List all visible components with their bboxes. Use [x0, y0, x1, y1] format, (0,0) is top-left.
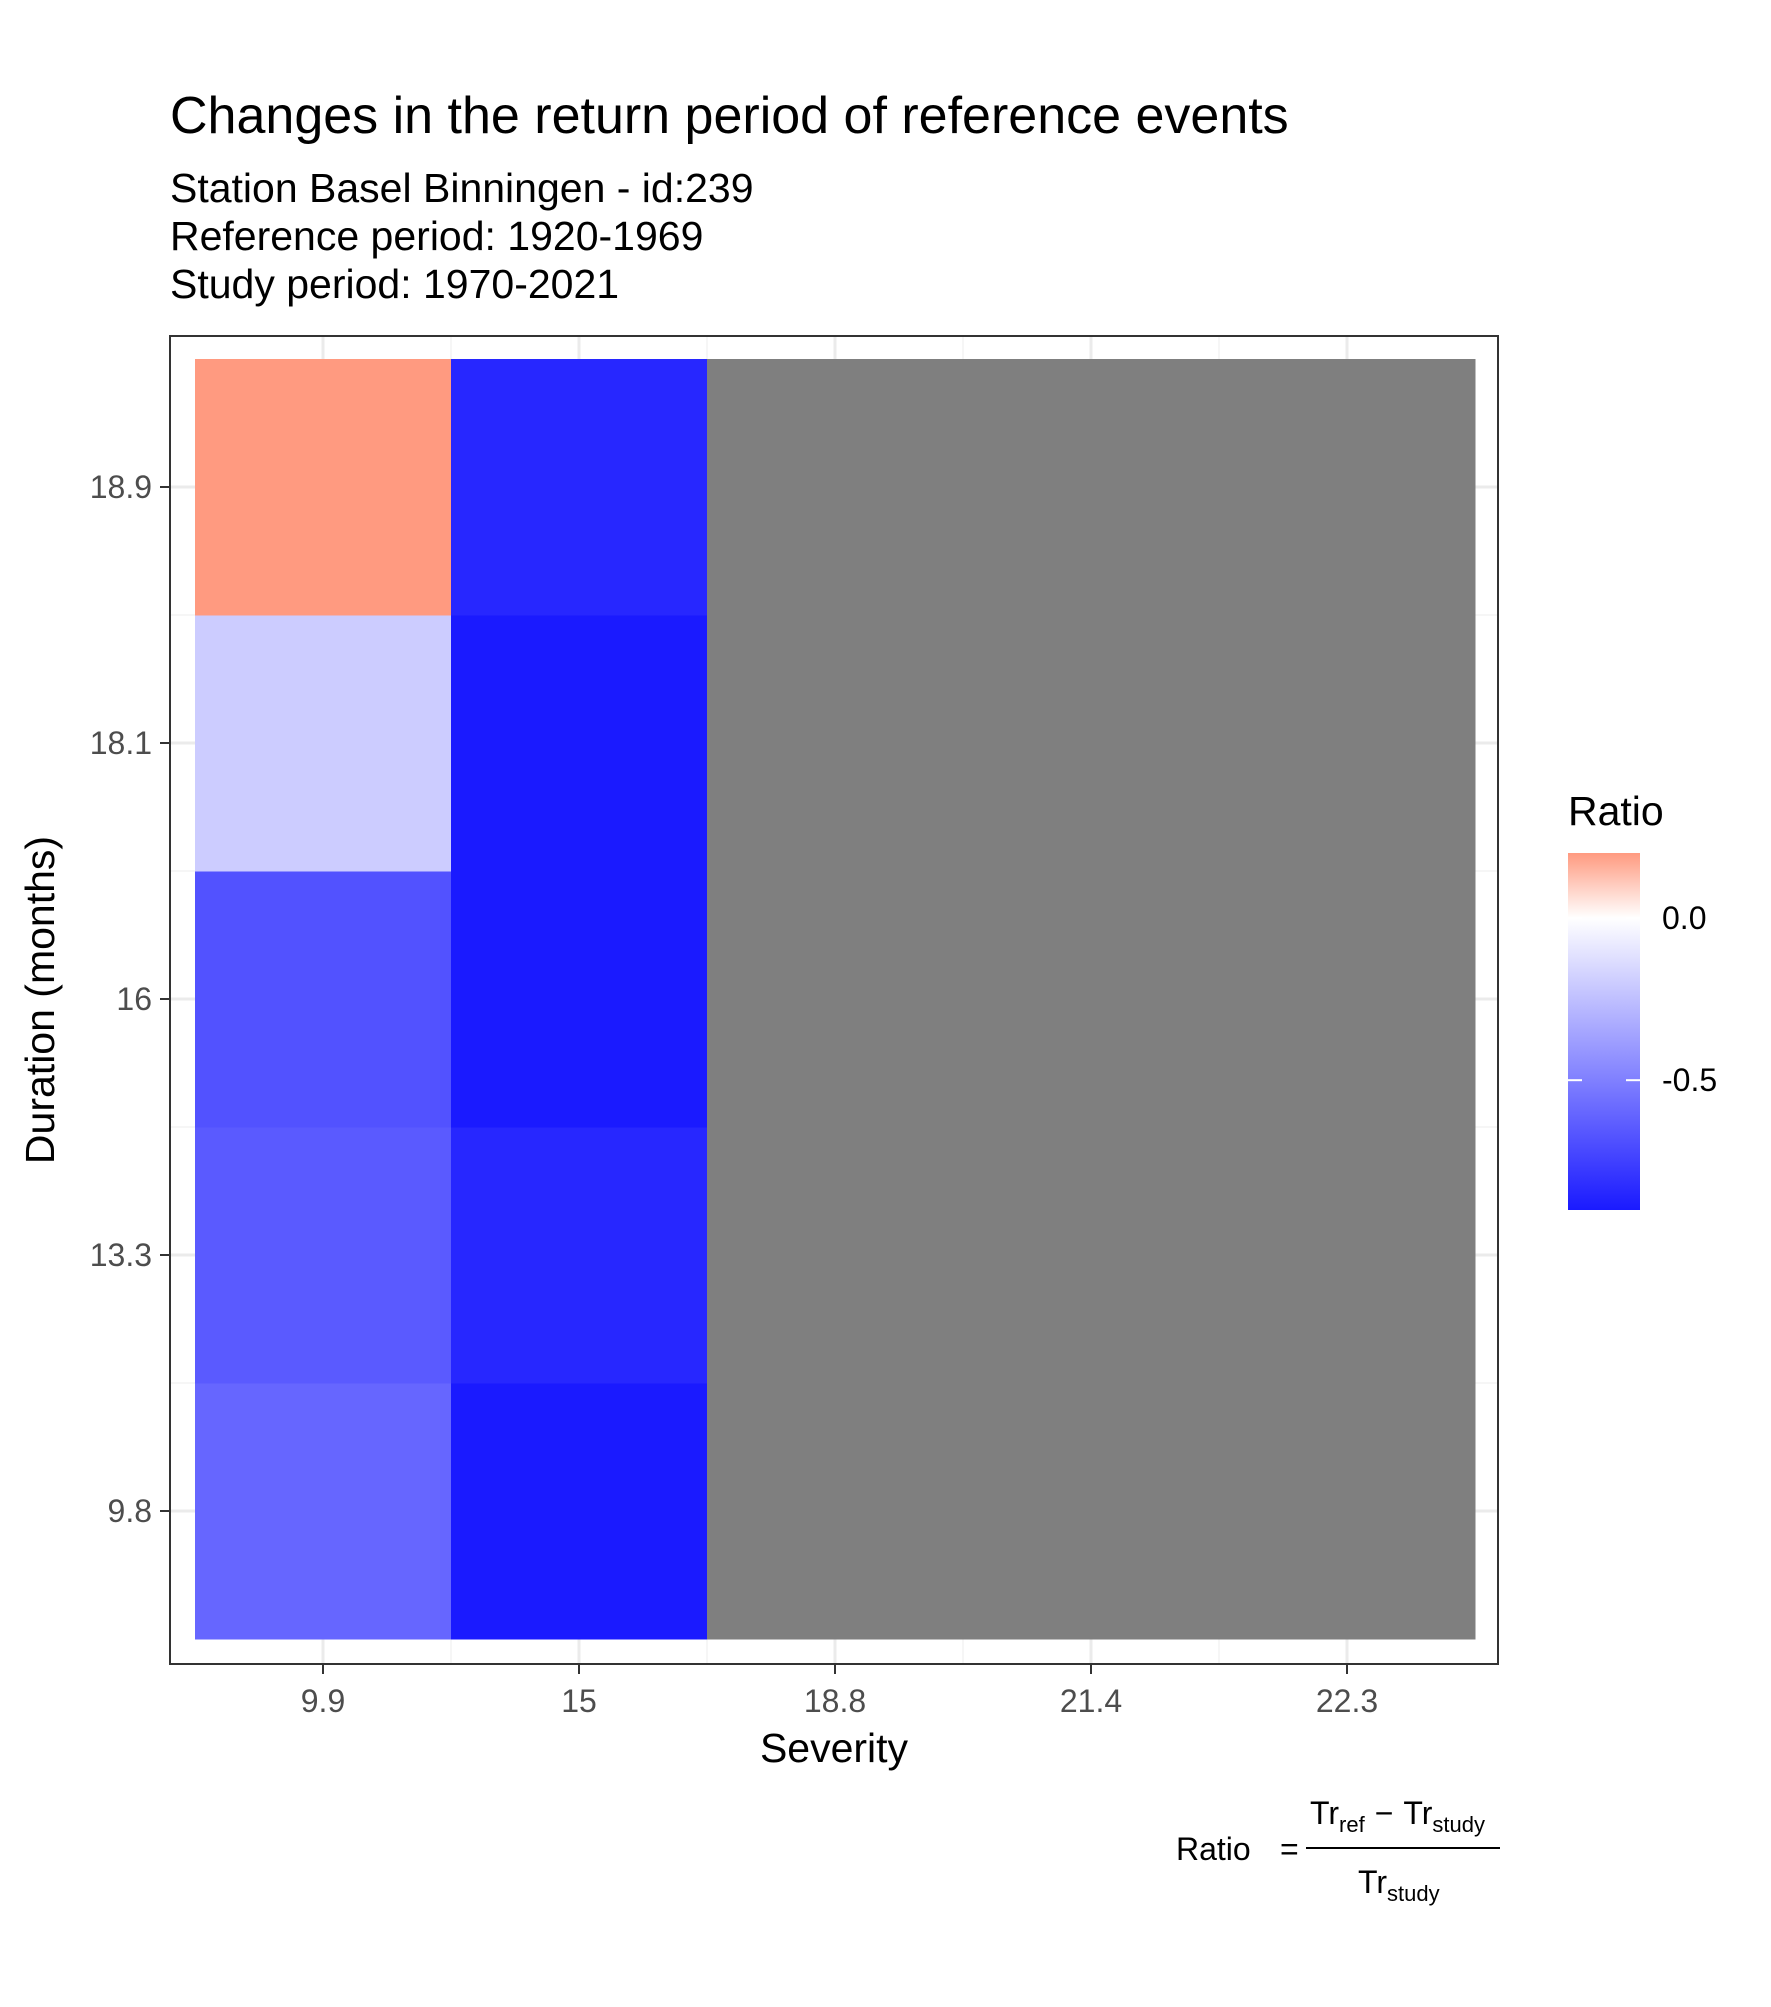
numerator-b: Tr [1403, 1795, 1432, 1831]
numerator-b-sub: study [1432, 1812, 1485, 1837]
heatmap-tile-22.3-18.1 [1219, 615, 1476, 872]
heatmap-tile-22.3-16 [1219, 871, 1476, 1128]
heatmap-tile-18.8-18.9 [707, 359, 964, 616]
caption-numerator: Trref − Trstudy [1310, 1795, 1485, 1837]
legend-tick-label: 0.0 [1662, 900, 1706, 936]
heatmap-tile-15-13.3 [451, 1127, 708, 1384]
heatmap-tile-22.3-13.3 [1219, 1127, 1476, 1384]
heatmap-tile-18.8-18.1 [707, 615, 964, 872]
caption-denominator: Trstudy [1358, 1864, 1440, 1906]
denominator: Tr [1358, 1864, 1387, 1900]
legend-tick-label: -0.5 [1662, 1062, 1717, 1098]
x-tick-label: 18.8 [804, 1683, 866, 1719]
legend-ticks: 0.0 -0.5 [1568, 900, 1717, 1098]
heatmap-tile-22.3-9.8 [1219, 1383, 1476, 1640]
x-tick-label: 22.3 [1316, 1683, 1378, 1719]
heatmap-tile-9.9-13.3 [195, 1127, 452, 1384]
x-axis-title: Severity [760, 1725, 909, 1771]
x-tick-label: 21.4 [1060, 1683, 1122, 1719]
y-tick-label: 18.1 [90, 725, 152, 761]
heatmap-tile-21.4-16 [963, 871, 1220, 1128]
y-axis-title: Duration (months) [17, 836, 63, 1164]
heatmap-tile-15-18.9 [451, 359, 708, 616]
denominator-sub: study [1387, 1881, 1440, 1906]
heatmap-tiles [195, 359, 1476, 1640]
x-tick-label: 15 [561, 1683, 597, 1719]
subtitle-reference-period: Reference period: 1920-1969 [170, 213, 703, 259]
axis-ticks: 9.9 15 18.8 21.4 22.3 9.8 13.3 16 18.1 18.9 [90, 469, 1378, 1719]
heatmap-tile-21.4-18.9 [963, 359, 1220, 616]
numerator-a-sub: ref [1339, 1812, 1366, 1837]
heatmap-tile-15-9.8 [451, 1383, 708, 1640]
caption-equals: = [1280, 1831, 1299, 1867]
heatmap-tile-22.3-18.9 [1219, 359, 1476, 616]
y-tick-label: 13.3 [90, 1237, 152, 1273]
heatmap-tile-9.9-9.8 [195, 1383, 452, 1640]
heatmap-tile-21.4-13.3 [963, 1127, 1220, 1384]
numerator-minus: − [1375, 1795, 1394, 1831]
heatmap-tile-15-16 [451, 871, 708, 1128]
numerator-a: Tr [1310, 1795, 1339, 1831]
heatmap-tile-21.4-18.1 [963, 615, 1220, 872]
y-tick-label: 16 [116, 981, 152, 1017]
heatmap-tile-9.9-18.9 [195, 359, 452, 616]
heatmap-tile-21.4-9.8 [963, 1383, 1220, 1640]
heatmap-tile-9.9-18.1 [195, 615, 452, 872]
heatmap-tile-18.8-13.3 [707, 1127, 964, 1384]
ratio-formula-caption: Ratio = Trref − Trstudy Trstudy [1176, 1795, 1500, 1906]
heatmap-tile-18.8-16 [707, 871, 964, 1128]
x-tick-label: 9.9 [301, 1683, 345, 1719]
y-tick-label: 9.8 [108, 1493, 152, 1529]
caption-lhs: Ratio [1176, 1831, 1251, 1867]
heatmap-tile-18.8-9.8 [707, 1383, 964, 1640]
y-tick-label: 18.9 [90, 469, 152, 505]
subtitle-station: Station Basel Binningen - id:239 [170, 165, 754, 211]
legend-colorbar [1568, 853, 1640, 1210]
subtitle-study-period: Study period: 1970-2021 [170, 261, 619, 307]
heatmap-tile-9.9-16 [195, 871, 452, 1128]
heatmap-tile-15-18.1 [451, 615, 708, 872]
chart-title: Changes in the return period of referenc… [170, 87, 1289, 145]
legend-title: Ratio [1568, 788, 1664, 834]
